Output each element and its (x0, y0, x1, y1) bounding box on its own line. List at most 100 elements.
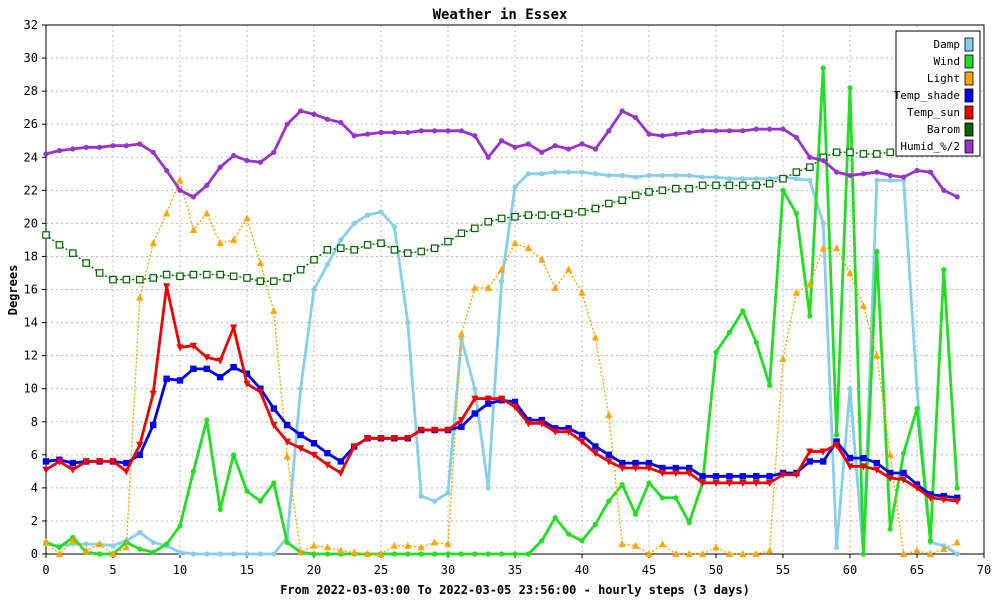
data-point-temp-sun (953, 498, 961, 506)
data-point-light (337, 546, 345, 554)
x-tick-label: 60 (843, 563, 857, 577)
data-point-temp-sun (122, 468, 130, 476)
data-point-light (725, 550, 733, 557)
data-point-humid-2 (365, 131, 371, 137)
data-point-wind (860, 551, 867, 557)
data-point-humid-2 (887, 172, 893, 179)
data-point-light (953, 538, 961, 546)
data-point-wind (525, 551, 532, 557)
data-point-humid-2 (954, 194, 960, 200)
data-point-wind (606, 498, 612, 504)
data-point-humid-2 (525, 141, 532, 147)
data-point-barom (752, 181, 761, 190)
data-point-humid-2 (659, 133, 666, 139)
data-point-barom (725, 181, 734, 190)
data-point-damp (539, 171, 545, 177)
data-point-humid-2 (914, 167, 920, 174)
data-point-wind (713, 349, 719, 355)
data-point-temp-sun (323, 461, 331, 469)
data-point-temp-sun (538, 420, 546, 428)
data-point-barom (189, 270, 198, 279)
data-point-barom (390, 246, 399, 254)
data-point-wind (271, 480, 277, 486)
data-point-temp-sun (256, 388, 264, 396)
data-point-temp-sun (859, 463, 867, 471)
data-point-temp-shade (820, 458, 827, 465)
data-point-light (310, 541, 318, 549)
data-point-temp-sun (632, 465, 640, 473)
x-tick-label: 65 (910, 563, 924, 577)
data-point-damp (257, 551, 263, 557)
data-point-temp-shade (150, 421, 157, 429)
data-point-wind (633, 511, 639, 517)
data-point-light (605, 411, 613, 419)
data-point-temp-sun (203, 354, 211, 362)
data-point-light (873, 351, 881, 359)
data-point-wind (834, 432, 840, 438)
y-tick-label: 14 (24, 316, 38, 330)
data-point-temp-sun (82, 458, 90, 466)
x-tick-label: 25 (374, 563, 388, 577)
x-tick-label: 5 (109, 563, 116, 577)
data-point-damp (793, 176, 800, 182)
data-point-temp-shade (123, 459, 130, 467)
data-point-humid-2 (378, 129, 384, 136)
data-point-humid-2 (284, 121, 290, 127)
data-point-humid-2 (860, 171, 867, 177)
data-point-damp (525, 171, 532, 177)
data-point-temp-sun (55, 458, 63, 466)
data-point-wind (552, 515, 558, 521)
data-point-temp-shade (511, 398, 519, 406)
data-point-damp (177, 549, 183, 555)
data-point-damp (606, 172, 612, 179)
data-point-humid-2 (123, 143, 129, 149)
data-point-barom (377, 239, 385, 248)
legend-label-damp: Damp (934, 38, 961, 51)
data-point-humid-2 (150, 149, 156, 155)
data-point-wind (324, 551, 330, 557)
data-point-damp (324, 262, 330, 268)
data-point-barom (564, 209, 573, 218)
data-point-damp (217, 551, 223, 557)
data-point-temp-shade (846, 454, 854, 462)
data-point-wind (767, 382, 773, 388)
y-tick-label: 32 (24, 18, 38, 32)
data-point-light (484, 283, 492, 291)
data-point-barom (42, 231, 50, 239)
data-point-temp-shade (257, 385, 264, 392)
data-point-wind (244, 488, 250, 494)
data-point-light (42, 538, 50, 546)
data-point-damp (338, 237, 344, 243)
data-point-barom (645, 188, 653, 196)
data-point-temp-sun (900, 476, 908, 484)
data-point-damp (378, 209, 384, 215)
data-point-barom (149, 274, 158, 282)
y-tick-label: 8 (31, 415, 38, 429)
data-point-humid-2 (231, 152, 237, 159)
data-point-temp-sun (350, 443, 358, 451)
data-point-wind (901, 450, 907, 456)
data-point-barom (765, 179, 774, 188)
data-point-humid-2 (767, 126, 773, 132)
data-point-light (511, 239, 519, 247)
data-point-light (256, 259, 264, 267)
data-point-barom (524, 211, 533, 219)
data-point-humid-2 (110, 143, 116, 149)
data-point-barom (457, 229, 466, 238)
data-point-light (283, 452, 291, 460)
data-point-wind (740, 308, 746, 314)
data-point-temp-shade (203, 365, 210, 373)
data-point-light (444, 540, 452, 548)
data-point-barom (243, 274, 251, 282)
x-tick-label: 35 (508, 563, 522, 577)
data-point-barom (296, 265, 305, 274)
data-point-damp (619, 172, 625, 179)
data-point-temp-shade (297, 431, 304, 439)
data-point-wind (231, 452, 237, 458)
data-point-temp-sun (283, 438, 291, 446)
data-point-temp-sun (873, 466, 881, 474)
data-point-wind (753, 339, 759, 345)
data-point-wind (405, 551, 411, 557)
data-point-wind (780, 187, 786, 193)
